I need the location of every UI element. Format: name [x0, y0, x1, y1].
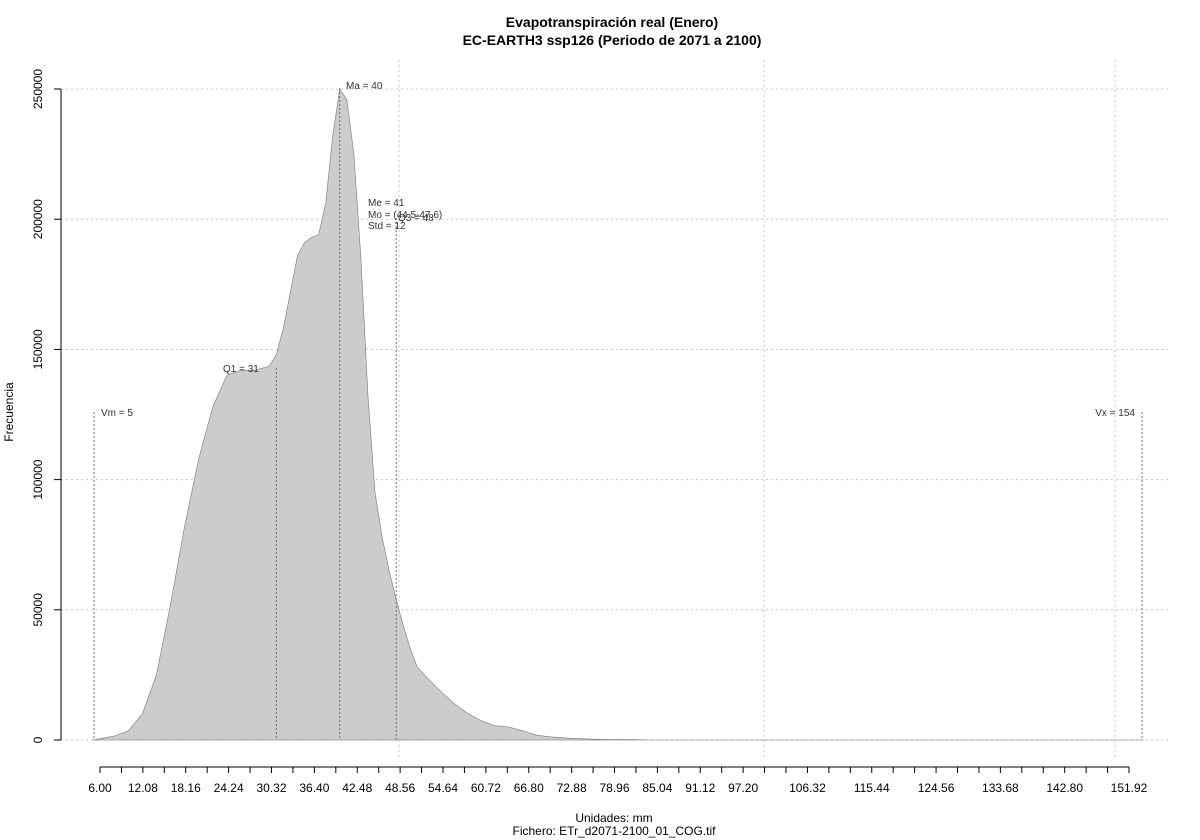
y-tick-label: 100000: [31, 459, 45, 499]
x-tick-label: 66.80: [514, 781, 544, 795]
x-tick-label: 124.56: [918, 781, 955, 795]
x-tick-label: 42.48: [342, 781, 372, 795]
y-axis-label: Frecuencia: [2, 382, 16, 442]
chart-subtitle: EC-EARTH3 ssp126 (Periodo de 2071 a 2100…: [463, 32, 762, 48]
x-tick-label: 60.72: [471, 781, 501, 795]
x-tick-label: 85.04: [642, 781, 672, 795]
x-tick-label: 36.40: [299, 781, 329, 795]
x-tick-label: 78.96: [599, 781, 629, 795]
file-caption: Fichero: ETr_d2071-2100_01_COG.tif: [513, 824, 717, 838]
annotation-q1: Q1 = 31: [223, 364, 259, 375]
y-tick-label: 50000: [31, 593, 45, 627]
x-tick-label: 72.88: [557, 781, 587, 795]
x-tick-label: 48.56: [385, 781, 415, 795]
y-tick-label: 250000: [31, 69, 45, 109]
y-tick-label: 200000: [31, 199, 45, 239]
y-tick-label: 0: [31, 736, 45, 743]
x-tick-label: 30.32: [256, 781, 286, 795]
stat-markers: [93, 88, 1143, 740]
y-axis: 0 50000 100000 150000 200000 250000: [31, 69, 62, 743]
x-axis: 6.00 12.08 18.16 24.24 30.32 36.40 42.48 48.56 5…: [88, 766, 1148, 795]
x-tick-label: 133.68: [982, 781, 1019, 795]
x-tick-label: 151.92: [1111, 781, 1148, 795]
x-tick-label: 24.24: [214, 781, 244, 795]
x-tick-label: 115.44: [854, 781, 890, 795]
annotation-min: Vm = 5: [101, 408, 133, 419]
x-tick-label: 142.80: [1046, 781, 1083, 795]
chart-title: Evapotranspiración real (Enero): [506, 14, 718, 30]
annotation-std: Std = 12: [368, 221, 406, 232]
x-tick-label: 18.16: [171, 781, 201, 795]
annotation-max: Vx = 154: [1095, 408, 1135, 419]
y-tick-label: 150000: [31, 329, 45, 369]
annotation-ma: Ma = 40: [346, 81, 383, 92]
annotation-q3: Q3 = 48: [398, 213, 434, 224]
density-area: [92, 88, 1144, 741]
x-tick-label: 54.64: [428, 781, 458, 795]
annotation-mo: Mo = (44.5-47.6): [368, 210, 442, 221]
x-tick-label: 12.08: [128, 781, 158, 795]
grid-lines: [61, 60, 1170, 760]
x-tick-label: 6.00: [88, 781, 112, 795]
annotation-me: Me = 41: [368, 198, 405, 209]
x-tick-label: 91.12: [685, 781, 715, 795]
x-tick-label: 97.20: [728, 781, 758, 795]
x-axis-label: Unidades: mm: [575, 811, 652, 825]
x-tick-label: 106.32: [789, 781, 826, 795]
